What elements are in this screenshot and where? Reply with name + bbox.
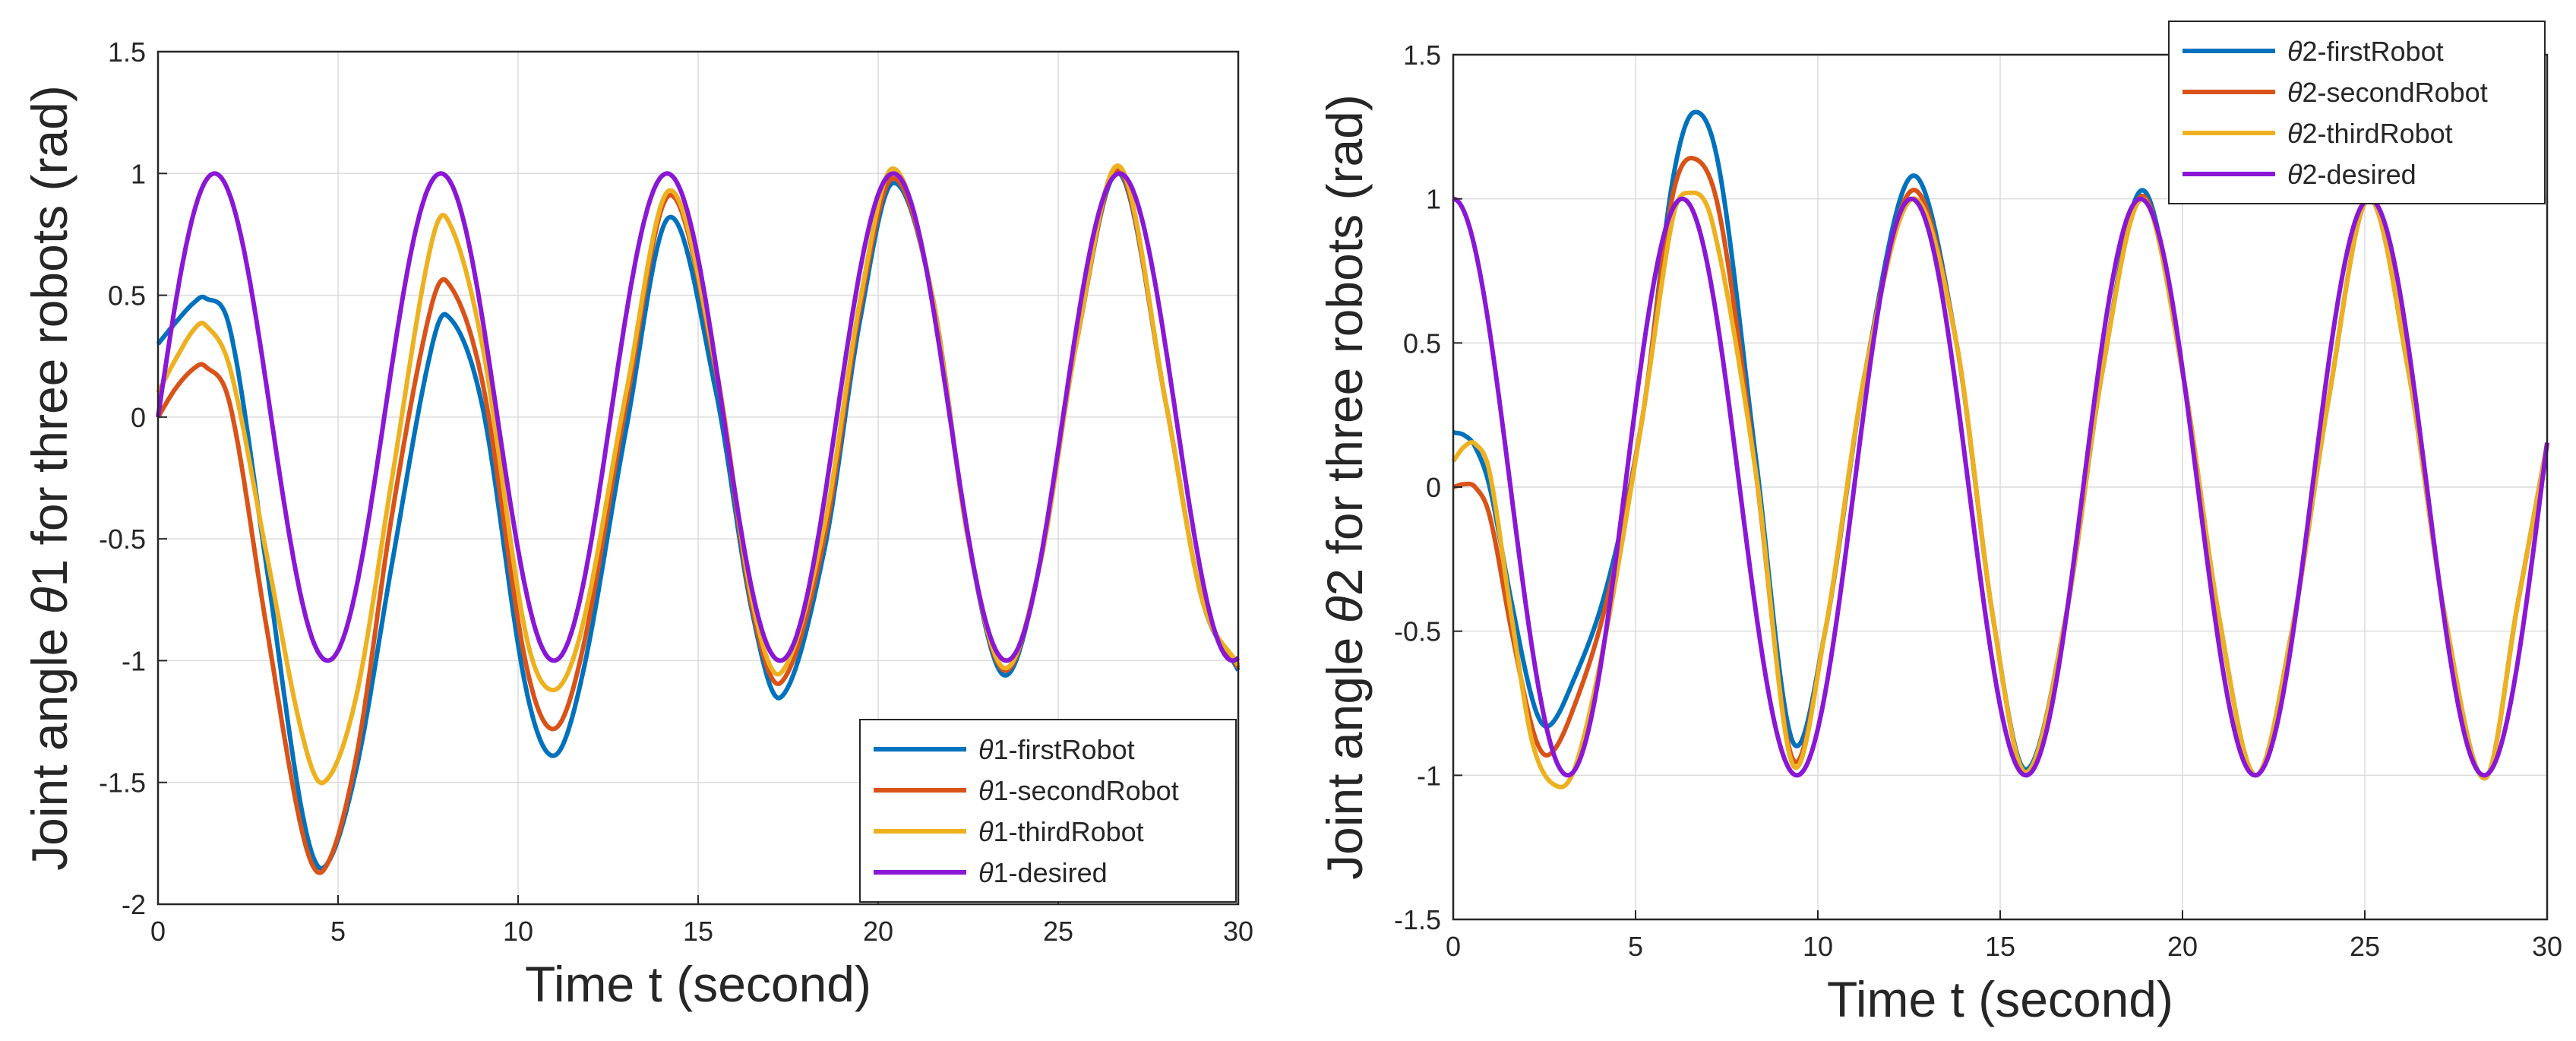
y-tick-label: 0: [131, 402, 146, 433]
chart-theta1: 0 5 10 15 20 25 30 -2 -1.5 -1 -0.5 0 0.5 1 1.5 Time t…: [21, 36, 1253, 1012]
legend-label: θ1-firstRobot: [978, 734, 1135, 765]
series-line-4: [156, 171, 1241, 663]
x-tick-label: 10: [503, 916, 533, 947]
x-tick-label: 30: [2532, 931, 2562, 962]
y-tick-label: 1: [131, 158, 146, 189]
x-tick-labels: 0 5 10 15 20 25 30: [150, 895, 1253, 947]
x-tick-label: 25: [1043, 916, 1073, 947]
y-axis-label: Joint angle θ2 for three robots (rad): [1316, 94, 1373, 880]
y-tick-label: 0.5: [1403, 327, 1441, 359]
legend-label: θ2-desired: [2287, 159, 2416, 190]
x-axis-label: Time t (second): [525, 956, 871, 1012]
legend: θ2-firstRobot θ2-secondRobot θ2-thirdRobot…: [2168, 21, 2546, 204]
chart-theta2: 0 5 10 15 20 25 30 -1.5 -1 -0.5 0 0.5 1 1.5 Time t (…: [1316, 21, 2562, 1027]
theta-symbol: θ: [21, 587, 77, 614]
y-tick-label: 1.5: [108, 36, 146, 68]
legend-label: θ1-desired: [978, 857, 1108, 888]
series-lines: [156, 163, 1241, 875]
y-tick-label: -2: [122, 889, 146, 920]
x-tick-label: 15: [683, 916, 713, 947]
y-tick-label: 1: [1426, 184, 1441, 215]
y-tick-label: 1.5: [1403, 40, 1441, 71]
y-tick-label: -1: [1417, 760, 1441, 791]
y-axis-label: Joint angle θ1 for three robots (rad): [21, 85, 77, 871]
x-tick-label: 0: [1446, 931, 1461, 962]
y-axis-label-prefix: Joint angle: [21, 614, 77, 871]
theta-symbol: θ: [1316, 596, 1373, 623]
y-tick-labels: -2 -1.5 -1 -0.5 0 0.5 1 1.5: [99, 36, 167, 920]
y-tick-label: 0.5: [108, 280, 146, 312]
y-tick-label: 0: [1426, 472, 1441, 503]
y-axis-label-suffix: 1 for three robots (rad): [21, 85, 77, 587]
x-tick-label: 0: [150, 916, 166, 947]
y-tick-labels: -1.5 -1 -0.5 0 0.5 1 1.5: [1394, 40, 1462, 935]
y-tick-label: -0.5: [99, 524, 146, 555]
y-tick-label: -1.5: [1394, 904, 1441, 935]
legend-label: θ1-thirdRobot: [978, 816, 1144, 847]
x-tick-label: 30: [1223, 916, 1253, 947]
y-tick-label: -1: [122, 645, 146, 676]
x-tick-label: 25: [2350, 931, 2380, 962]
x-tick-label: 5: [330, 916, 346, 947]
x-tick-label: 20: [2167, 931, 2198, 962]
y-tick-label: -0.5: [1394, 616, 1441, 647]
legend-label: θ1-secondRobot: [978, 775, 1179, 806]
x-tick-label: 5: [1628, 931, 1643, 962]
legend-label: θ2-secondRobot: [2287, 77, 2488, 108]
x-tick-label: 15: [1985, 931, 2015, 962]
y-axis-label-suffix: 2 for three robots (rad): [1316, 94, 1373, 596]
legend: θ1-firstRobot θ1-secondRobot θ1-thirdRobot…: [859, 719, 1237, 903]
y-axis-label-prefix: Joint angle: [1316, 623, 1373, 880]
x-tick-label: 10: [1803, 931, 1833, 962]
y-tick-label: -1.5: [99, 767, 146, 799]
x-tick-labels: 0 5 10 15 20 25 30: [1446, 910, 2562, 962]
x-tick-label: 20: [863, 916, 893, 947]
x-axis-label: Time t (second): [1827, 971, 2173, 1027]
legend-label: θ2-firstRobot: [2287, 36, 2444, 67]
legend-label: θ2-thirdRobot: [2287, 118, 2453, 149]
